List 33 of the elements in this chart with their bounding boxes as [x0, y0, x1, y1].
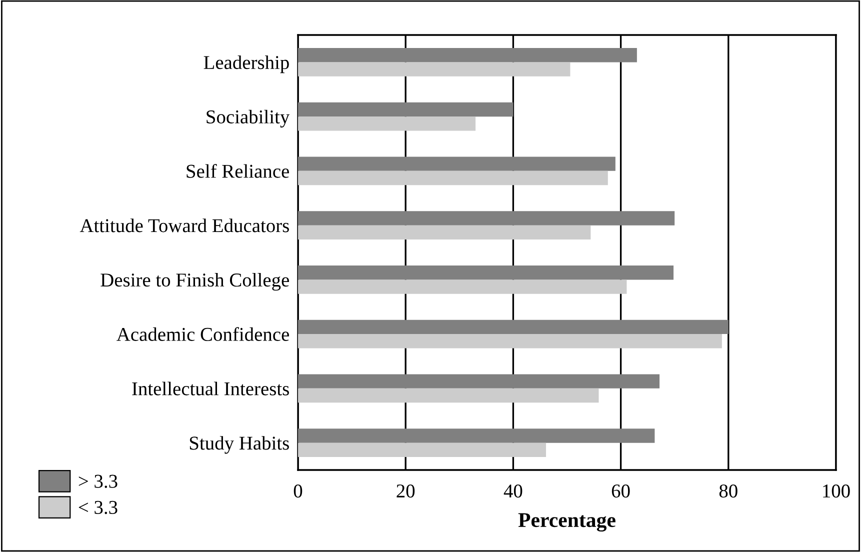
bar — [298, 442, 546, 457]
bar — [298, 62, 570, 76]
x-tick-label: 100 — [823, 484, 850, 498]
bar — [298, 156, 616, 171]
bar — [298, 266, 674, 280]
y-tick-label: Sociability — [206, 110, 290, 128]
bar — [298, 102, 514, 117]
x-tick-label: 60 — [612, 484, 630, 498]
bar — [298, 320, 728, 334]
y-tick-label: Academic Confidence — [116, 327, 289, 341]
legend-label: > 3.3 — [78, 474, 118, 488]
bar — [298, 428, 655, 443]
x-axis-title: Percentage — [518, 513, 616, 532]
y-tick-label: Self Reliance — [186, 164, 289, 178]
x-tick-label: 20 — [396, 484, 415, 498]
bar — [298, 334, 722, 348]
x-tick-label: 0 — [294, 484, 302, 498]
bar — [298, 170, 608, 186]
legend-label: < 3.3 — [78, 500, 118, 514]
y-tick-label: Attitude Toward Educators — [80, 218, 289, 232]
x-tick-label: 80 — [719, 484, 738, 498]
x-tick-label: 40 — [504, 484, 522, 498]
bar — [298, 388, 599, 403]
y-tick-label: Desire to Finish College — [100, 272, 289, 291]
y-tick-label: Study Habits — [190, 436, 289, 454]
bar — [298, 225, 591, 240]
bar — [298, 116, 476, 131]
bar — [298, 48, 637, 62]
bar — [298, 280, 627, 294]
y-tick-label: Leadership — [204, 55, 289, 74]
bar — [298, 374, 660, 388]
y-tick-label: Intellectual Interests — [132, 382, 289, 396]
bar — [298, 211, 675, 226]
